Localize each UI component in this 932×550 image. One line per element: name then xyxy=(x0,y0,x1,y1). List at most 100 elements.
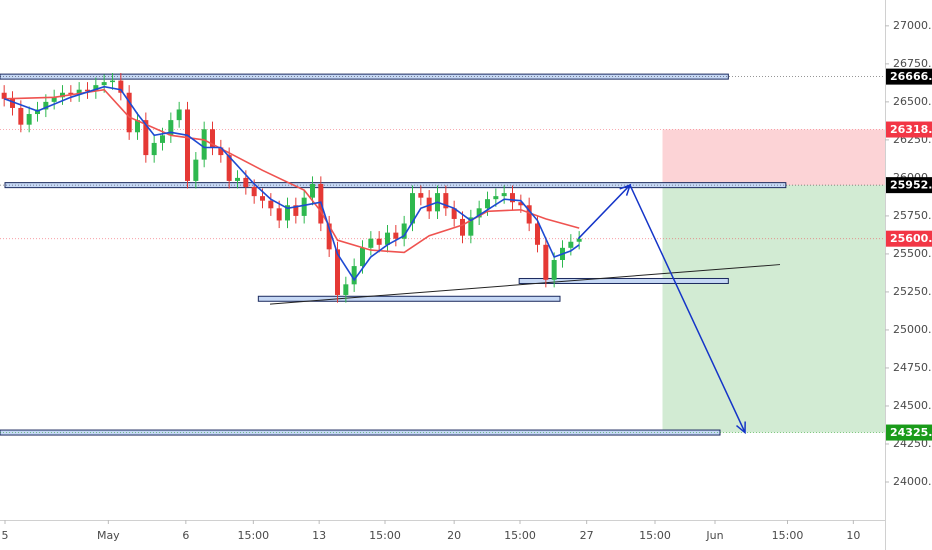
x-tick-label: 10 xyxy=(846,529,860,542)
candle-body xyxy=(193,159,199,181)
candle-body xyxy=(443,193,449,209)
candle-body xyxy=(301,197,307,216)
candle-body xyxy=(76,89,82,95)
candle-body xyxy=(160,135,165,143)
candle-body xyxy=(535,223,540,245)
x-tick-label: 15:00 xyxy=(772,529,804,542)
candle-body xyxy=(151,142,157,156)
candle-body xyxy=(418,193,424,198)
level-zone xyxy=(257,295,561,302)
x-tick-label: 5 xyxy=(2,529,9,542)
candle-body xyxy=(26,114,32,125)
x-tick-label: 6 xyxy=(182,529,189,542)
candle-body xyxy=(476,208,482,218)
candle-body xyxy=(343,284,349,295)
y-tick-label: 24750.0 xyxy=(893,361,932,374)
candle-body xyxy=(368,238,374,248)
candle-body xyxy=(518,202,524,206)
price-label: 24325.2 xyxy=(890,426,932,439)
candle-body xyxy=(268,200,274,209)
candle-body xyxy=(376,238,382,245)
candle-body xyxy=(293,205,299,216)
candle-body xyxy=(335,249,340,295)
candle-body xyxy=(51,97,57,102)
level-zone xyxy=(4,182,787,189)
candle-body xyxy=(460,218,465,236)
candle-body xyxy=(201,129,207,160)
y-tick-label: 25000.0 xyxy=(893,323,932,336)
candle-body xyxy=(393,232,399,239)
y-tick-label: 24000.0 xyxy=(893,475,932,488)
candle-body xyxy=(551,260,557,280)
y-tick-label: 24500.0 xyxy=(893,399,932,412)
candle-body xyxy=(68,92,74,95)
x-tick-label: 20 xyxy=(447,529,461,542)
x-tick-label: May xyxy=(97,529,120,542)
candle-body xyxy=(168,120,174,136)
candle-body xyxy=(260,196,265,201)
candle-body xyxy=(326,223,332,250)
candle-body xyxy=(310,183,315,198)
y-tick-label: 25250.0 xyxy=(893,285,932,298)
price-label-box xyxy=(886,68,932,85)
y-tick-label: 26750.0 xyxy=(893,57,932,70)
moving-average xyxy=(3,85,580,282)
x-tick-label: 15:00 xyxy=(237,529,269,542)
candle-body xyxy=(568,241,574,248)
candle-body xyxy=(118,80,124,93)
x-tick-label: 15:00 xyxy=(504,529,536,542)
y-tick-label: 26500.0 xyxy=(893,95,932,108)
trendline xyxy=(269,264,781,305)
candle-body xyxy=(276,208,282,221)
price-label-box xyxy=(886,230,932,247)
candle-body xyxy=(226,155,232,181)
arrow-head xyxy=(619,183,632,196)
candle-body xyxy=(135,120,140,133)
candle-body xyxy=(10,98,15,108)
candle-body xyxy=(468,217,474,236)
candle-body xyxy=(235,177,240,181)
x-tick-label: Jun xyxy=(705,529,723,542)
candle-body xyxy=(543,244,549,280)
candle-body xyxy=(126,92,132,133)
candle-body xyxy=(101,82,107,86)
candle-body xyxy=(485,199,490,209)
candle-body xyxy=(360,247,365,267)
candle-body xyxy=(210,129,215,148)
candle-body xyxy=(60,92,65,98)
candle-body xyxy=(526,205,532,224)
candle-body xyxy=(501,193,507,197)
candle-body xyxy=(143,120,149,156)
candle-body xyxy=(576,238,582,242)
candle-body xyxy=(1,92,7,99)
candle-body xyxy=(401,223,407,239)
candle-body xyxy=(493,196,499,200)
price-label: 25952.4 xyxy=(890,179,932,192)
candle-body xyxy=(385,232,390,245)
x-tick-label: 13 xyxy=(312,529,326,542)
candle-body xyxy=(18,107,24,125)
candle-body xyxy=(451,208,457,219)
price-label: 25600.2 xyxy=(890,232,932,245)
level-zone xyxy=(518,277,729,284)
candle-body xyxy=(185,109,190,181)
price-label-box xyxy=(886,424,932,441)
candle-body xyxy=(218,147,224,156)
candle-body xyxy=(410,193,415,224)
arrow-head xyxy=(736,421,746,435)
x-tick-label: 15:00 xyxy=(369,529,401,542)
price-label-box xyxy=(886,177,932,194)
candle-body xyxy=(93,85,99,92)
stop-zone xyxy=(662,129,885,186)
y-tick-label: 25500.0 xyxy=(893,247,932,260)
level-zone xyxy=(0,73,729,80)
x-tick-label: 27 xyxy=(580,529,594,542)
y-tick-label: 27000.0 xyxy=(893,19,932,32)
price-label: 26318.1 xyxy=(890,123,932,136)
candle-body xyxy=(43,101,49,110)
price-label: 26666.1 xyxy=(890,70,932,83)
candle-body xyxy=(510,193,515,203)
x-tick-label: 15:00 xyxy=(639,529,671,542)
